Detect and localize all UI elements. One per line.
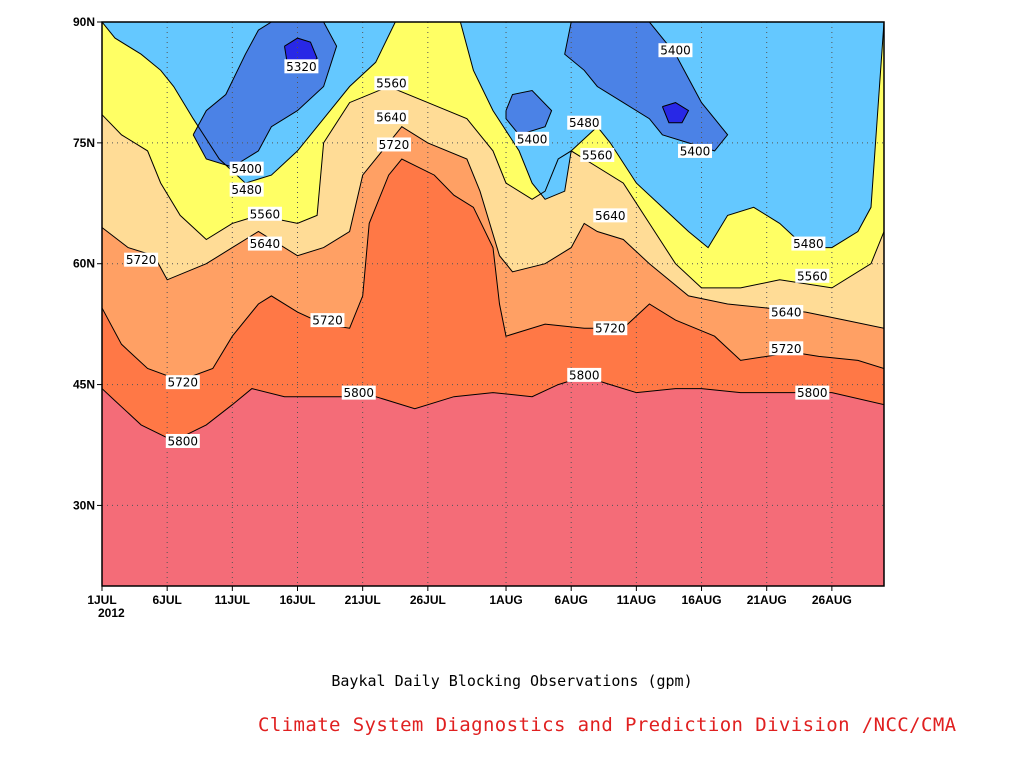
contour-label: 5800 bbox=[168, 434, 199, 448]
x-tick-label: 21JUL bbox=[345, 593, 381, 607]
contour-label-bg bbox=[374, 76, 409, 91]
y-tick-label: 75N bbox=[73, 136, 95, 150]
x-tick-label: 1AUG bbox=[489, 593, 522, 607]
contour-label-bg bbox=[567, 115, 602, 130]
band-below-5320 bbox=[662, 102, 689, 123]
contour-label-bg bbox=[791, 236, 826, 251]
contour-label: 5480 bbox=[569, 116, 600, 130]
x-tick-label: 16JUL bbox=[279, 593, 315, 607]
contour-label: 5720 bbox=[168, 376, 199, 390]
contour-label: 5640 bbox=[595, 209, 626, 223]
contour-chart: 5320 5400 5480 5560 5640 5720 5720 5720 5800 5800… bbox=[73, 15, 885, 620]
contour-label: 5400 bbox=[517, 132, 548, 146]
contour-label-bg bbox=[165, 375, 200, 390]
contour-label-bg bbox=[247, 206, 282, 221]
gridlines bbox=[102, 22, 884, 586]
contour-5560 bbox=[102, 85, 884, 289]
contour-label: 5800 bbox=[569, 368, 600, 382]
contour-label: 5640 bbox=[376, 111, 407, 125]
y-tick-label: 90N bbox=[73, 15, 95, 29]
y-tick-label: 45N bbox=[73, 378, 95, 392]
contour-label-bg bbox=[567, 367, 602, 382]
contour-label: 5400 bbox=[231, 162, 262, 176]
contour-5640 bbox=[102, 126, 884, 329]
x-tick-label: 1JUL bbox=[87, 593, 116, 607]
contour-5400 bbox=[505, 89, 553, 136]
contour-label-bg bbox=[580, 147, 615, 162]
contour-label: 5720 bbox=[595, 322, 626, 336]
contour-label: 5400 bbox=[680, 144, 711, 158]
x-tick-label: 11AUG bbox=[617, 593, 656, 607]
contour-label-bg bbox=[341, 385, 376, 400]
contour-label: 5720 bbox=[771, 342, 802, 356]
contour-label: 5480 bbox=[793, 237, 824, 251]
credit-line: Climate System Diagnostics and Predictio… bbox=[258, 714, 957, 736]
contour-label-bg bbox=[769, 305, 804, 320]
x-tick-label: 6JUL bbox=[152, 593, 181, 607]
contour-5400 bbox=[192, 22, 338, 168]
x-tick-label: 16AUG bbox=[682, 593, 722, 607]
y-tick-label: 60N bbox=[73, 257, 95, 271]
contour-labels: 5320 5400 5480 5560 5640 5720 5720 5720 5800 5800… bbox=[124, 43, 830, 448]
contour-label-bg bbox=[795, 385, 830, 400]
contour-label-bg bbox=[247, 236, 282, 251]
x-tick-label: 26JUL bbox=[410, 593, 446, 607]
contour-label-bg bbox=[769, 341, 804, 356]
contour-label: 5320 bbox=[286, 60, 317, 74]
contour-label: 5800 bbox=[343, 386, 374, 400]
contour-label-bg bbox=[284, 59, 319, 74]
x-tick-label: 26AUG bbox=[812, 593, 852, 607]
contour-label: 5720 bbox=[312, 314, 343, 328]
x-tick-label: 6AUG bbox=[555, 593, 588, 607]
contour-label: 5720 bbox=[379, 138, 410, 152]
y-tick-label: 30N bbox=[73, 498, 95, 512]
contour-label: 5560 bbox=[376, 77, 407, 91]
contour-label-bg bbox=[593, 321, 628, 336]
contour-label-bg bbox=[374, 110, 409, 125]
contour-label: 5640 bbox=[771, 306, 802, 320]
contour-5320 bbox=[661, 102, 690, 124]
contour-label: 5640 bbox=[250, 237, 281, 251]
contour-label: 5720 bbox=[126, 253, 157, 267]
contour-label: 5560 bbox=[797, 269, 828, 283]
contour-label-bg bbox=[515, 131, 550, 146]
contour-label-bg bbox=[795, 268, 830, 283]
contour-label-bg bbox=[165, 433, 200, 448]
contour-5720 bbox=[102, 158, 884, 382]
x-tick-label: 21AUG bbox=[747, 593, 787, 607]
x-tick-label: 11JUL bbox=[215, 593, 250, 607]
contour-label-bg bbox=[678, 143, 713, 158]
contour-label-bg bbox=[124, 252, 159, 267]
contour-5800 bbox=[102, 375, 884, 442]
contour-label: 5400 bbox=[660, 44, 691, 58]
contour-label-bg bbox=[229, 161, 264, 176]
contour-label-bg bbox=[658, 43, 693, 58]
contour-label: 5560 bbox=[250, 207, 281, 221]
contour-label: 5560 bbox=[582, 148, 613, 162]
chart-title: Baykal Daily Blocking Observations (gpm) bbox=[331, 672, 693, 690]
band-below-5400 bbox=[564, 22, 728, 151]
contour-label: 5480 bbox=[231, 183, 262, 197]
x-axis: 1JUL 6JUL 11JUL 16JUL 21JUL 26JUL 1AUG 6AUG 11AU… bbox=[87, 586, 852, 620]
contour-label-bg bbox=[593, 208, 628, 223]
contour-label-bg bbox=[310, 313, 345, 328]
year-label: 2012 bbox=[98, 606, 125, 620]
band-below-5400 bbox=[506, 90, 552, 135]
contour-label: 5800 bbox=[797, 386, 828, 400]
contour-label-bg bbox=[376, 137, 411, 152]
y-axis: 30N 45N 60N 75N 90N bbox=[73, 15, 102, 512]
contour-label-bg bbox=[229, 182, 264, 197]
plot-frame bbox=[101, 21, 885, 587]
